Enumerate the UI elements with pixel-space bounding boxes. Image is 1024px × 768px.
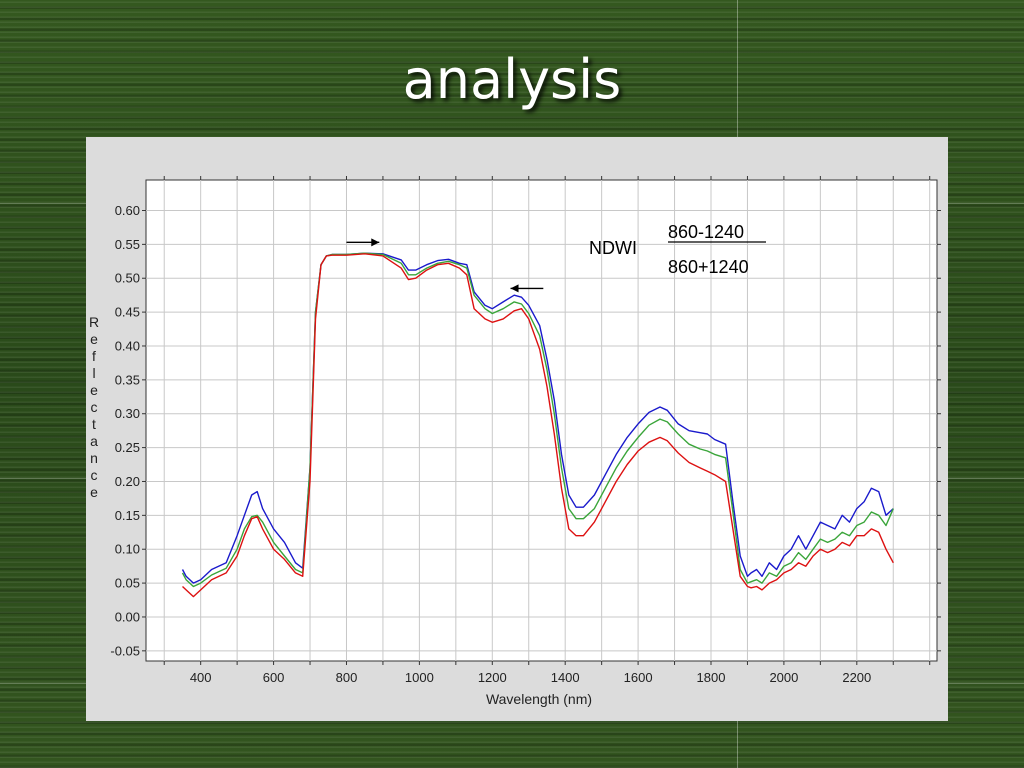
y-tick-label: 0.00 xyxy=(115,609,140,624)
y-tick-label: 0.10 xyxy=(115,542,140,557)
y-tick-label: -0.05 xyxy=(110,643,140,658)
y-tick-label: 0.40 xyxy=(115,338,140,353)
series-line-3 xyxy=(182,253,894,598)
ndwi-numerator: 860-1240 xyxy=(668,222,744,242)
annotation-arrowhead-2 xyxy=(510,284,519,293)
y-tick-label: 0.05 xyxy=(115,576,140,591)
x-tick-label: 2200 xyxy=(842,670,871,685)
ndwi-denominator: 860+1240 xyxy=(668,257,749,277)
y-axis-label-char: R xyxy=(89,314,99,330)
y-tick-label: 0.20 xyxy=(115,474,140,489)
x-tick-label: 1600 xyxy=(624,670,653,685)
y-axis-label-char: c xyxy=(91,467,98,483)
slide-title: analysis xyxy=(402,48,622,111)
y-axis-label-char: l xyxy=(92,365,95,381)
annotation-arrowhead-1 xyxy=(371,238,380,247)
x-tick-label: 400 xyxy=(190,670,212,685)
y-axis-label-char: f xyxy=(92,348,96,364)
x-tick-label: 1200 xyxy=(478,670,507,685)
series-line-2 xyxy=(181,252,894,588)
x-tick-label: 1000 xyxy=(405,670,434,685)
reflectance-chart: 400 600 800 1000 1200 1400 1600 1800 2000 2200 -0.… xyxy=(89,176,941,707)
x-tick-label: 1800 xyxy=(697,670,726,685)
plot-area xyxy=(145,179,938,662)
y-tick-label: 0.35 xyxy=(115,372,140,387)
y-axis-label-char: t xyxy=(92,416,96,432)
grid xyxy=(146,180,937,661)
y-tick-label: 0.15 xyxy=(115,508,140,523)
y-axis-label-char: c xyxy=(91,399,98,415)
x-axis-label: Wavelength (nm) xyxy=(486,691,592,707)
y-axis-label-char: a xyxy=(90,433,98,449)
y-tick-label: 0.50 xyxy=(115,271,140,286)
x-tick-label: 600 xyxy=(263,670,285,685)
y-tick-label: 0.25 xyxy=(115,440,140,455)
x-tick-label: 1400 xyxy=(551,670,580,685)
series-layer xyxy=(181,252,894,598)
y-axis-label-char: e xyxy=(90,331,98,347)
series-line-1 xyxy=(181,252,894,584)
x-tick-label: 2000 xyxy=(769,670,798,685)
y-axis-label-char: e xyxy=(90,484,98,500)
ndwi-label: NDWI xyxy=(589,238,637,258)
y-tick-label: 0.60 xyxy=(115,203,140,218)
arrow-layer xyxy=(346,238,544,293)
y-axis-label-char: e xyxy=(90,382,98,398)
y-axis-label-char: n xyxy=(90,450,98,466)
y-tick-label: 0.30 xyxy=(115,406,140,421)
x-tick-label: 800 xyxy=(336,670,358,685)
axis-ticks: 400 600 800 1000 1200 1400 1600 1800 2000 2200 -0.… xyxy=(110,176,941,685)
chart-panel: 400 600 800 1000 1200 1400 1600 1800 2000 2200 -0.… xyxy=(86,137,948,721)
y-tick-label: 0.55 xyxy=(115,237,140,252)
y-tick-label: 0.45 xyxy=(115,305,140,320)
